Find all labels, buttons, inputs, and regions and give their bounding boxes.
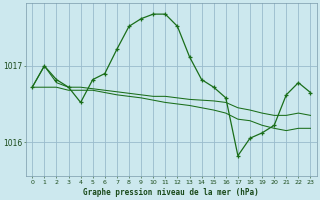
- X-axis label: Graphe pression niveau de la mer (hPa): Graphe pression niveau de la mer (hPa): [84, 188, 259, 197]
